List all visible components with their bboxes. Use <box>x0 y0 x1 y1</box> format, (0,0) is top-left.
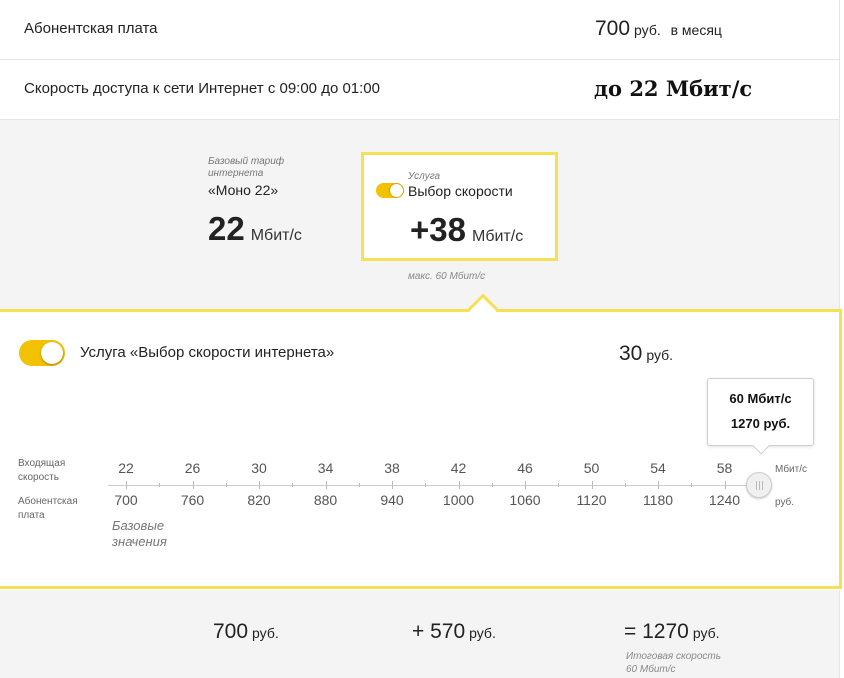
price-unit-label: руб. <box>775 497 795 508</box>
minor-tick-mark <box>225 483 227 487</box>
tick-mark <box>658 481 659 489</box>
fee-unit: руб. <box>634 22 661 38</box>
price-tick-label: 1120 <box>576 492 607 508</box>
service-speed-unit: Мбит/с <box>471 228 524 245</box>
total-speed-note: Итоговая скорость 60 Мбит/с <box>626 650 721 676</box>
speed-row: Скорость доступа к сети Интернет с 09:00… <box>0 60 840 120</box>
speed-service-card[interactable]: Услуга Выбор скорости +38 Мбит/с <box>361 152 558 261</box>
total-note-line2: 60 Мбит/с <box>626 664 676 675</box>
speed-tick-label: 34 <box>317 460 334 476</box>
speed-tick-label: 46 <box>517 460 533 476</box>
price-tick-label: 1240 <box>708 492 741 508</box>
speed-tick-label: 22 <box>118 460 134 476</box>
fee-period: в месяц <box>670 22 722 38</box>
service-name: Выбор скорости <box>408 183 513 199</box>
summary-addon-unit: руб. <box>469 625 496 641</box>
summary-total: = 1270 руб. <box>624 620 720 644</box>
base-values-label: Базовые значения <box>112 518 167 549</box>
base-tariff-caption: Базовый тариф интернета <box>208 156 285 179</box>
price-summary-area <box>0 590 840 678</box>
base-speed-number: 22 <box>208 210 245 247</box>
summary-addon-amount: + 570 <box>412 620 466 643</box>
base-tariff-value: 22 Мбит/с <box>208 210 302 248</box>
minor-tick-mark <box>691 483 693 487</box>
tooltip-price: 1270 руб. <box>730 416 791 431</box>
base-speed-unit: Мбит/с <box>250 227 302 244</box>
summary-base-unit: руб. <box>252 625 279 641</box>
service-value: +38 Мбит/с <box>410 211 523 249</box>
service-caption: Услуга <box>408 171 441 182</box>
fee-label: Абонентская плата <box>24 20 158 37</box>
price-tick-label: 940 <box>380 492 404 508</box>
price-tick-label: 760 <box>180 492 205 508</box>
tick-mark <box>192 481 194 489</box>
speed-axis-label: Входящая скорость <box>18 458 66 483</box>
minor-tick-mark <box>292 483 294 487</box>
speed-unit-label: Мбит/с <box>775 464 808 475</box>
tooltip-speed: 60 Мбит/с <box>729 391 792 406</box>
tick-mark <box>724 481 726 489</box>
service-toggle[interactable] <box>19 340 65 366</box>
tick-mark <box>126 481 127 489</box>
base-tariff-block: Базовый тариф интернета «Моно 22» <box>208 156 338 198</box>
slider-tooltip: 60 Мбит/с 1270 руб. <box>707 378 814 446</box>
price-axis-label: Абонентская плата <box>18 496 78 521</box>
price-tick-label: 820 <box>247 492 271 508</box>
minor-tick-mark <box>425 483 427 487</box>
price-tick-label: 1000 <box>442 492 475 508</box>
speed-tick-label: 26 <box>184 460 201 476</box>
fee-row: Абонентская плата 700 руб. в месяц <box>0 0 840 60</box>
speed-label: Скорость доступа к сети Интернет с 09:00… <box>24 80 380 97</box>
price-tick-label: 880 <box>313 492 338 508</box>
toggle-knob <box>390 184 403 197</box>
total-note-line1: Итоговая скорость <box>626 651 721 662</box>
summary-base: 700 руб. <box>213 620 279 644</box>
minor-tick-mark <box>491 483 493 487</box>
speed-tick-label: 54 <box>650 460 666 476</box>
toggle-knob <box>41 342 63 364</box>
fee-value: 700 руб. в месяц <box>595 17 722 41</box>
speed-tick-label: 42 <box>450 460 467 476</box>
price-tick-label: 1180 <box>642 492 674 508</box>
speed-tick-label: 30 <box>251 460 267 476</box>
minor-tick-mark <box>558 483 560 487</box>
minor-tick-mark <box>358 483 360 487</box>
tick-mark <box>591 481 593 489</box>
service-toggle-small[interactable] <box>376 183 404 198</box>
summary-total-unit: руб. <box>692 625 720 641</box>
panel-title: Услуга «Выбор скорости интернета» <box>80 344 335 361</box>
panel-price: 30 руб. <box>619 342 673 366</box>
summary-total-amount: = 1270 <box>624 620 689 643</box>
tick-mark <box>458 481 460 489</box>
panel-price-amount: 30 <box>619 342 643 365</box>
price-tick-label: 700 <box>114 492 138 508</box>
tick-mark <box>259 481 260 489</box>
price-tick-label: 1060 <box>509 492 541 508</box>
speed-tick-label: 38 <box>384 460 400 476</box>
slider-handle[interactable] <box>746 472 772 498</box>
summary-base-amount: 700 <box>213 620 249 643</box>
service-speed-number: +38 <box>410 211 466 248</box>
tick-mark <box>325 481 327 489</box>
slider-track[interactable] <box>108 485 758 486</box>
speed-tick-label: 58 <box>716 460 733 476</box>
speed-value: до 22 Мбит/с <box>594 76 753 101</box>
tick-mark <box>392 481 393 489</box>
summary-addon: + 570 руб. <box>412 620 496 644</box>
minor-tick-mark <box>159 483 161 487</box>
base-tariff-name: «Моно 22» <box>208 182 279 198</box>
panel-price-unit: руб. <box>646 347 674 363</box>
speed-service-panel <box>0 309 842 589</box>
speed-tick-label: 50 <box>583 460 600 476</box>
max-speed-note: макс. 60 Мбит/с <box>408 271 486 282</box>
tick-mark <box>525 481 526 489</box>
minor-tick-mark <box>624 483 626 487</box>
fee-amount: 700 <box>595 17 631 40</box>
